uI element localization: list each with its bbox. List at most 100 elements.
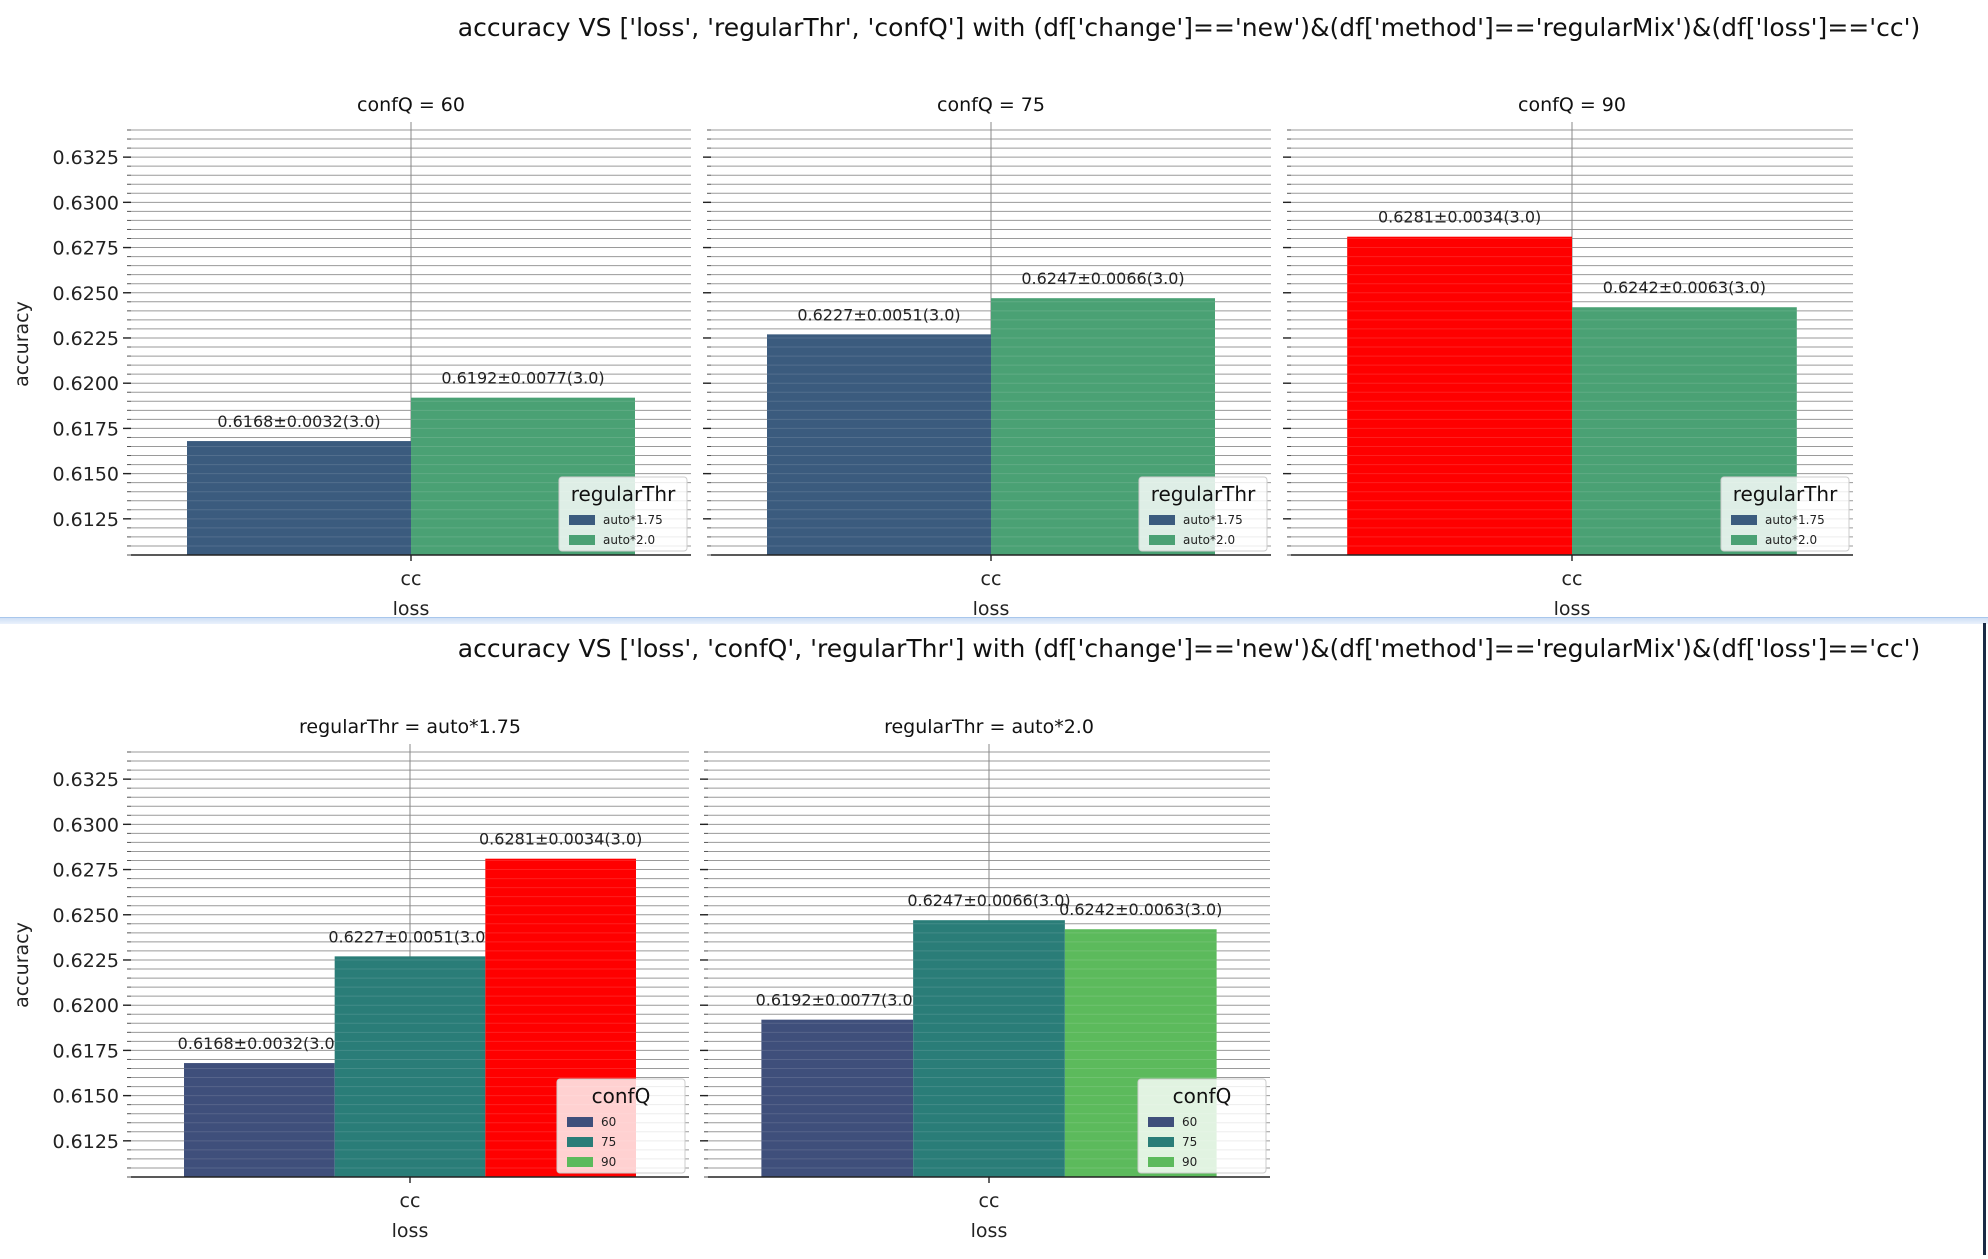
y-tick-label: 0.6325 (53, 147, 119, 169)
bar-value-label: 0.6242±0.0063(3.0) (1603, 278, 1766, 297)
legend-title: regularThr (1733, 482, 1838, 506)
legend-swatch (567, 1157, 593, 1167)
legend-title: regularThr (1151, 482, 1256, 506)
x-tick-label: cc (981, 568, 1002, 590)
legend-swatch (569, 535, 595, 545)
legend-box (1138, 476, 1268, 552)
bar-value-label: 0.6192±0.0077(3.0) (756, 991, 919, 1010)
x-tick-label: cc (1562, 568, 1583, 590)
y-tick-label: 0.6150 (53, 1086, 119, 1108)
y-tick-label: 0.6250 (53, 283, 119, 305)
bar-value-label: 0.6242±0.0063(3.0) (1059, 900, 1222, 919)
subplot-4: 0.6168±0.0032(3.0) 0.6227±0.0051(3.0) 0.62… (53, 716, 689, 1242)
bar-75 (334, 956, 486, 1177)
subplot-1: 0.6168±0.0032(3.0) 0.6192±0.0077(3.0) 0.61… (53, 94, 691, 620)
bar-auto*1.75 (187, 441, 411, 555)
subplot-title: regularThr = auto*2.0 (884, 716, 1094, 738)
legend-label: auto*1.75 (603, 513, 663, 527)
y-tick-label: 0.6275 (53, 238, 119, 260)
legend-swatch (567, 1137, 593, 1147)
legend-label: auto*1.75 (1183, 513, 1243, 527)
bar-value-label: 0.6281±0.0034(3.0) (479, 830, 642, 849)
bar-60 (761, 1019, 914, 1177)
x-axis-label: loss (971, 1220, 1008, 1242)
y-tick-label: 0.6325 (53, 769, 119, 791)
bar-75 (913, 920, 1065, 1177)
y-tick-label: 0.6300 (53, 192, 119, 214)
y-axis-label: accuracy (11, 301, 33, 387)
bar-value-label: 0.6247±0.0066(3.0) (1021, 269, 1184, 288)
bar-value-label: 0.6168±0.0032(3.0) (217, 412, 380, 431)
legend-title: confQ (1173, 1084, 1232, 1108)
legend-label: auto*2.0 (1765, 533, 1817, 547)
y-tick-label: 0.6275 (53, 860, 119, 882)
y-tick-label: 0.6175 (53, 418, 119, 440)
legend-swatch (1148, 1117, 1174, 1127)
legend-label: auto*1.75 (1765, 513, 1825, 527)
y-tick-label: 0.6125 (53, 509, 119, 531)
legend-title: regularThr (571, 482, 676, 506)
legend-label: 75 (1182, 1135, 1197, 1149)
legend-label: 60 (601, 1115, 616, 1129)
y-axis-label: accuracy (11, 922, 33, 1008)
subplot-3: 0.6281±0.0034(3.0) 0.6242±0.0063(3.0) cc lo… (1283, 94, 1853, 620)
y-tick-label: 0.6125 (53, 1131, 119, 1153)
x-axis-label: loss (973, 598, 1010, 620)
legend-label: 75 (601, 1135, 616, 1149)
y-tick-label: 0.6175 (53, 1040, 119, 1062)
x-axis-label: loss (1554, 598, 1591, 620)
subplot-5: 0.6192±0.0077(3.0) 0.6247±0.0066(3.0)0.62… (700, 716, 1270, 1242)
legend-label: auto*2.0 (1183, 533, 1235, 547)
legend-title: confQ (592, 1084, 651, 1108)
x-axis-label: loss (392, 1220, 429, 1242)
legend-swatch (569, 515, 595, 525)
bar-auto*1.75 (1347, 236, 1572, 555)
x-tick-label: cc (401, 568, 422, 590)
legend-label: 60 (1182, 1115, 1197, 1129)
bar-value-label: 0.6281±0.0034(3.0) (1378, 208, 1541, 227)
legend-box (1720, 476, 1850, 552)
legend-box (556, 1078, 686, 1174)
legend-swatch (1149, 515, 1175, 525)
legend-swatch (1149, 535, 1175, 545)
y-tick-label: 0.6200 (53, 995, 119, 1017)
subplot-title: regularThr = auto*1.75 (299, 716, 521, 738)
bar-60 (184, 1063, 335, 1177)
legend-swatch (1148, 1137, 1174, 1147)
bar-value-label: 0.6192±0.0077(3.0) (441, 369, 604, 388)
x-tick-label: cc (400, 1190, 421, 1212)
legend-swatch (1148, 1157, 1174, 1167)
legend-label: auto*2.0 (603, 533, 655, 547)
bar-value-label: 0.6247±0.0066(3.0) (907, 891, 1070, 910)
subplot-title: confQ = 60 (357, 94, 465, 116)
legend-label: 90 (601, 1155, 616, 1169)
figure-title: accuracy VS ['loss', 'regularThr', 'conf… (458, 13, 1920, 42)
x-tick-label: cc (979, 1190, 1000, 1212)
y-tick-label: 0.6225 (53, 950, 119, 972)
y-tick-label: 0.6225 (53, 328, 119, 350)
y-tick-label: 0.6150 (53, 464, 119, 486)
window-edge (1983, 623, 1986, 1255)
legend-box (558, 476, 688, 552)
legend-label: 90 (1182, 1155, 1197, 1169)
subplot-title: confQ = 90 (1518, 94, 1626, 116)
legend-swatch (567, 1117, 593, 1127)
figure-title: accuracy VS ['loss', 'confQ', 'regularTh… (458, 634, 1920, 663)
legend-swatch (1731, 515, 1757, 525)
subplot-title: confQ = 75 (937, 94, 1045, 116)
bar-value-label: 0.6168±0.0032(3.0) (178, 1034, 341, 1053)
legend-swatch (1731, 535, 1757, 545)
legend-box (1137, 1078, 1267, 1174)
bar-value-label: 0.6227±0.0051(3.0) (328, 927, 491, 946)
y-tick-label: 0.6250 (53, 905, 119, 927)
y-tick-label: 0.6300 (53, 814, 119, 836)
subplots-group: 0.6168±0.0032(3.0)0.6192±0.0077(3.0)0.61… (53, 94, 1853, 1242)
x-axis-label: loss (393, 598, 430, 620)
subplot-2: 0.6227±0.0051(3.0) 0.6247±0.0066(3.0) cc lo… (703, 94, 1271, 620)
y-tick-label: 0.6200 (53, 373, 119, 395)
bar-auto*1.75 (767, 334, 991, 555)
bar-value-label: 0.6227±0.0051(3.0) (797, 305, 960, 324)
window-divider (0, 617, 1988, 624)
